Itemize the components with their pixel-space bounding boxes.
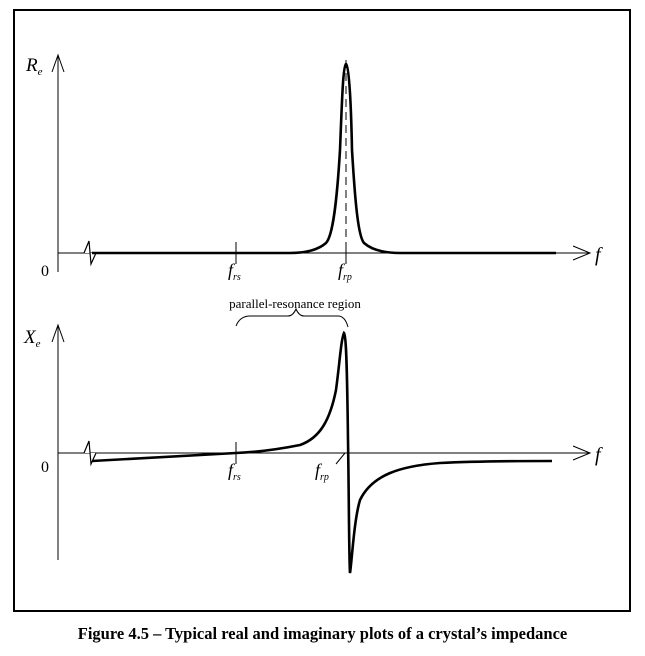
bottom-reactance-curve (91, 330, 553, 574)
top-tick-label-frs: frs (228, 260, 241, 283)
top-x-arrow (572, 245, 592, 261)
top-axis-break (83, 240, 97, 267)
top-x-label: f (595, 244, 603, 266)
figure-frame (13, 9, 631, 612)
bottom-y-label: Xe (23, 327, 41, 350)
top-tick-label-frp: frp (338, 260, 352, 283)
bottom-y-arrow (51, 323, 65, 343)
bottom-tick-frp (335, 452, 346, 465)
region-label: parallel-resonance region (229, 296, 361, 311)
region-brace (235, 307, 349, 328)
bottom-x-arrow (572, 445, 592, 461)
figure-caption: Figure 4.5 – Typical real and imaginary … (77, 624, 568, 643)
bottom-tick-label-frp: frp (315, 460, 329, 483)
top-y-arrow (51, 53, 65, 73)
bottom-axis-break (83, 440, 97, 467)
top-resistance-curve (92, 62, 556, 255)
bottom-x-label: f (595, 444, 603, 466)
bottom-zero-label: 0 (41, 459, 49, 476)
bottom-tick-label-frs: frs (228, 460, 241, 483)
top-y-label: Re (25, 55, 43, 78)
bottom-plot (51, 323, 592, 574)
top-plot (51, 53, 592, 272)
top-zero-label: 0 (41, 263, 49, 280)
